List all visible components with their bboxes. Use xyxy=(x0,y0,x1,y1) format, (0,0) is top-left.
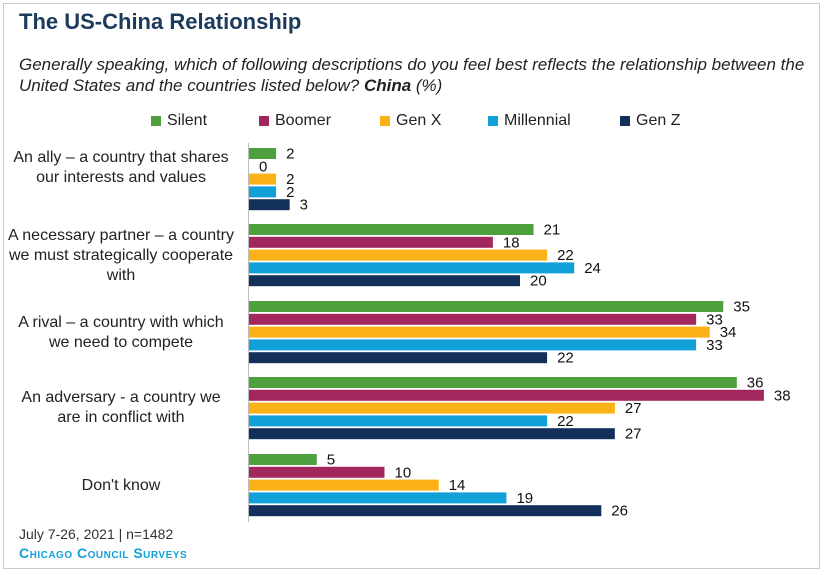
legend-label-gen-x: Gen X xyxy=(396,112,442,129)
value-label-silent-0: 2 xyxy=(286,146,294,163)
survey-date-sample: July 7-26, 2021 | n=1482 xyxy=(19,526,174,542)
legend-swatch-silent xyxy=(151,116,161,126)
bar-gen-x-1 xyxy=(249,249,548,261)
bar-gen-z-1 xyxy=(249,275,520,287)
category-label-rival: A rival – a country with which we need t… xyxy=(18,314,224,351)
value-label-gen-z-2: 22 xyxy=(557,350,574,367)
bar-silent-1 xyxy=(249,224,534,235)
bar-gen-z-3 xyxy=(249,428,615,440)
category-axis-line xyxy=(248,143,249,522)
value-label-silent-4: 5 xyxy=(327,452,335,469)
bar-gen-z-4 xyxy=(249,505,602,517)
legend-label-silent: Silent xyxy=(167,112,208,129)
bar-boomer-3 xyxy=(249,389,764,401)
bar-gen-x-2 xyxy=(249,326,710,338)
value-label-silent-3: 36 xyxy=(747,375,764,392)
bar-millennial-1 xyxy=(249,262,575,274)
value-label-gen-z-0: 3 xyxy=(300,197,308,214)
chart-subtitle: Generally speaking, which of following d… xyxy=(19,54,809,96)
value-label-boomer-4: 10 xyxy=(395,464,412,481)
bar-silent-0 xyxy=(249,148,277,159)
bar-silent-2 xyxy=(249,301,724,312)
category-label-ally: An ally – a country that shares our inte… xyxy=(13,149,229,186)
value-label-boomer-2: 33 xyxy=(706,311,723,328)
value-label-gen-x-3: 27 xyxy=(625,400,642,417)
value-label-gen-x-0: 2 xyxy=(286,171,294,188)
bar-millennial-3 xyxy=(249,415,548,427)
value-label-boomer-3: 38 xyxy=(774,387,791,404)
bar-gen-x-4 xyxy=(249,479,439,491)
value-label-boomer-0: 0 xyxy=(259,158,267,175)
bar-boomer-2 xyxy=(249,313,697,325)
bar-boomer-1 xyxy=(249,236,493,248)
bar-gen-z-2 xyxy=(249,352,548,364)
bar-boomer-4 xyxy=(249,466,385,478)
category-label-partner: A necessary partner – a country we must … xyxy=(8,227,234,284)
brand-logo-text: Chicago Council Surveys xyxy=(19,545,188,561)
category-label-dont-know: Don't know xyxy=(81,477,161,494)
legend-swatch-millennial xyxy=(488,116,498,126)
bar-gen-x-3 xyxy=(249,402,615,414)
chart-title: The US-China Relationship xyxy=(19,9,302,34)
legend-label-gen-z: Gen Z xyxy=(636,112,681,129)
value-label-millennial-4: 19 xyxy=(516,490,533,507)
legend-swatch-gen-x xyxy=(380,116,390,126)
value-label-gen-x-2: 34 xyxy=(720,324,737,341)
chart-frame xyxy=(3,3,820,569)
value-label-gen-z-4: 26 xyxy=(611,503,628,520)
bar-silent-4 xyxy=(249,454,317,465)
value-label-millennial-0: 2 xyxy=(286,184,294,201)
subtitle-unit: (%) xyxy=(411,76,443,95)
value-label-gen-x-4: 14 xyxy=(449,477,466,494)
category-label-adversary: An adversary - a country we are in confl… xyxy=(21,389,221,426)
legend-label-millennial: Millennial xyxy=(504,112,571,129)
bar-gen-x-0 xyxy=(249,173,277,185)
legend-label-boomer: Boomer xyxy=(275,112,332,129)
value-label-millennial-1: 24 xyxy=(584,260,601,277)
bar-millennial-4 xyxy=(249,492,507,504)
bar-silent-3 xyxy=(249,377,737,388)
bar-gen-z-0 xyxy=(249,199,290,211)
legend-swatch-boomer xyxy=(259,116,269,126)
legend-swatch-gen-z xyxy=(620,116,630,126)
value-label-gen-z-3: 27 xyxy=(625,426,642,443)
subtitle-country: China xyxy=(363,76,412,95)
value-label-millennial-3: 22 xyxy=(557,413,574,430)
value-label-gen-x-1: 22 xyxy=(557,247,574,264)
value-label-gen-z-1: 20 xyxy=(530,273,547,290)
value-label-silent-2: 35 xyxy=(733,299,750,316)
bar-millennial-2 xyxy=(249,339,697,351)
value-label-millennial-2: 33 xyxy=(706,337,723,354)
bar-millennial-0 xyxy=(249,186,277,198)
value-label-boomer-1: 18 xyxy=(503,234,520,251)
subtitle-text: Generally speaking, which of following d… xyxy=(19,55,805,95)
value-label-silent-1: 21 xyxy=(544,222,561,239)
